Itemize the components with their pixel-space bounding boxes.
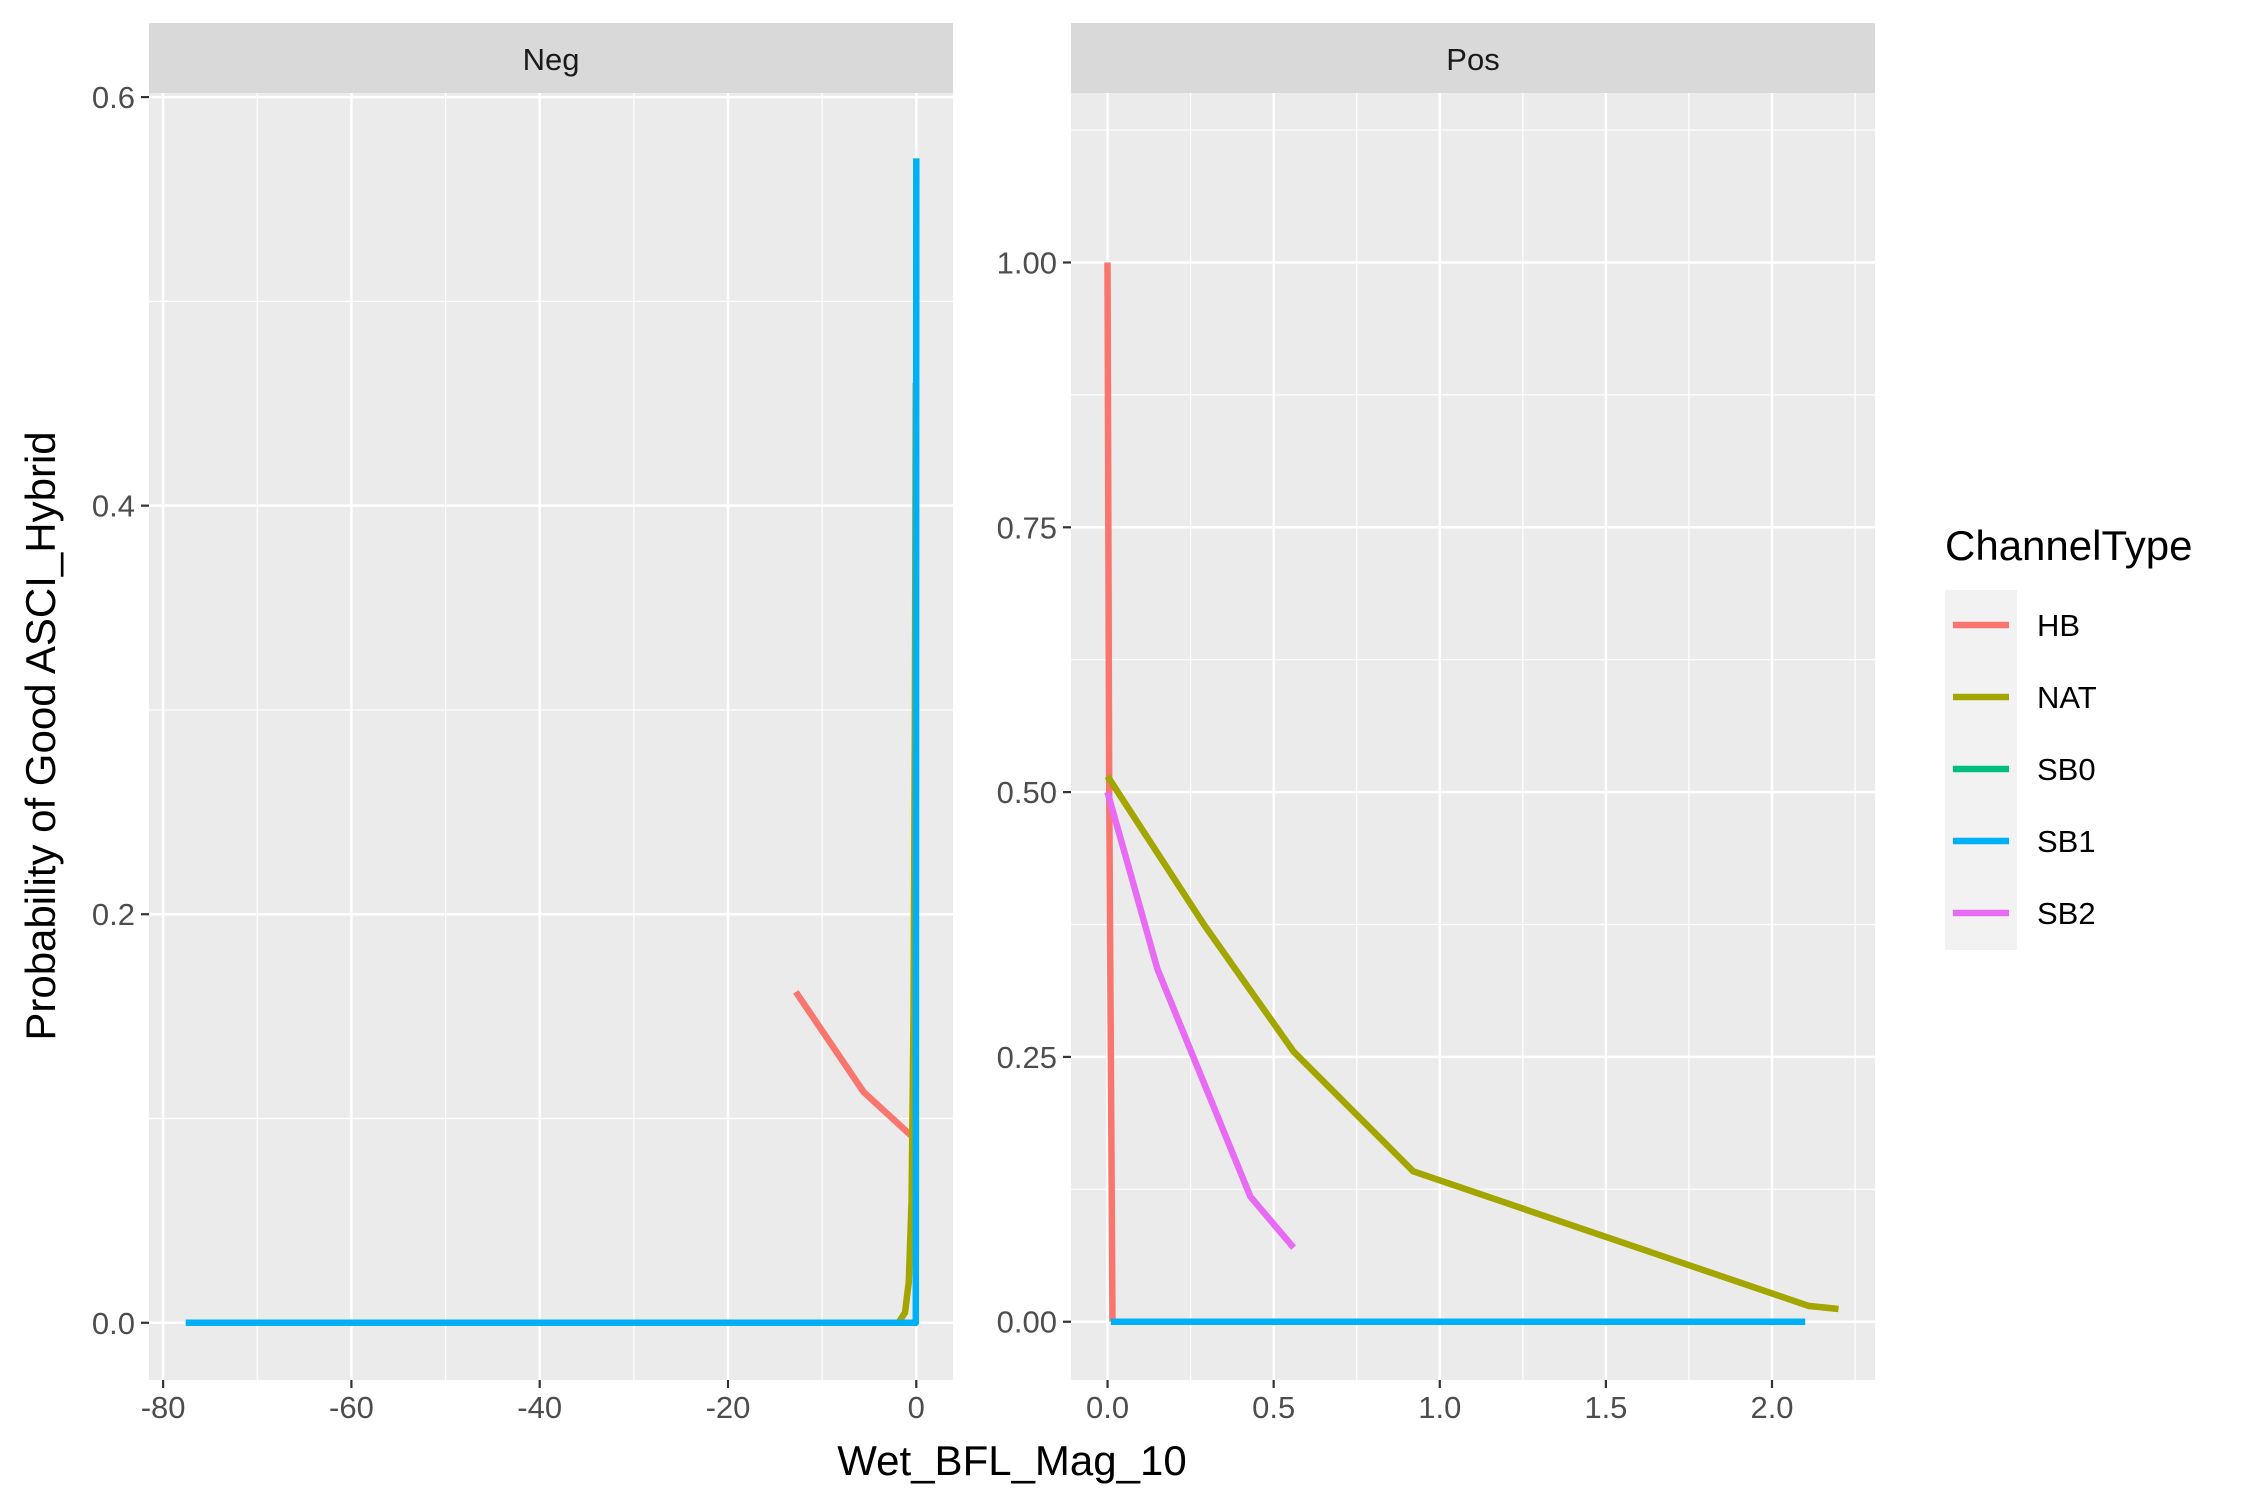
series-line-sb2-pos <box>1104 791 1297 1250</box>
series-line-hb-neg <box>793 990 915 1140</box>
plot-area-neg <box>149 93 953 1380</box>
x-tick-label: 0.5 <box>1252 1390 1295 1425</box>
x-axis-title: Wet_BFL_Mag_10 <box>837 1437 1186 1484</box>
y-tick-label: 0.2 <box>92 897 135 932</box>
series-group-neg <box>185 158 920 1327</box>
legend-items: HB NAT SB0 SB1 SB2 <box>1953 608 2097 931</box>
x-tick-label: 0 <box>908 1390 925 1425</box>
x-tick-label: -40 <box>517 1390 562 1425</box>
panel-neg: Neg -80 -60 -40 -20 0 0.0 0.2 0.4 0.6 <box>92 23 953 1425</box>
x-tick-label: 0.0 <box>1086 1390 1129 1425</box>
x-axis-neg: -80 -60 -40 -20 0 <box>141 1380 925 1425</box>
x-tick-label: -60 <box>329 1390 374 1425</box>
y-tick-label: 0.25 <box>997 1040 1057 1075</box>
series-line-nat-pos <box>1104 774 1839 1313</box>
y-tick-label: 0.4 <box>92 489 135 524</box>
legend-title: ChannelType <box>1945 522 2193 569</box>
y-axis-title: Probability of Good ASCI_Hybrid <box>17 431 64 1040</box>
x-tick-label: 2.0 <box>1750 1390 1793 1425</box>
x-tick-label: 1.0 <box>1418 1390 1461 1425</box>
y-tick-label: 0.00 <box>997 1305 1057 1340</box>
plot-area-pos <box>1071 93 1875 1380</box>
y-tick-label: 0.50 <box>997 775 1057 810</box>
y-tick-label: 0.75 <box>997 510 1057 545</box>
strip-neg-background <box>149 23 953 93</box>
legend-label-sb1: SB1 <box>2037 824 2096 859</box>
legend-label-hb: HB <box>2037 608 2080 643</box>
y-tick-label: 0.0 <box>92 1306 135 1341</box>
series-line-sb1-neg <box>185 158 920 1327</box>
y-tick-label: 1.00 <box>997 245 1057 280</box>
series-group-pos <box>1104 262 1839 1325</box>
legend: ChannelType HB NAT SB0 SB1 SB2 <box>1945 522 2193 950</box>
y-axis-pos: 0.00 0.25 0.50 0.75 1.00 <box>997 245 1071 1340</box>
strip-pos-label: Pos <box>1446 42 1499 77</box>
y-axis-neg: 0.0 0.2 0.4 0.6 <box>92 80 149 1341</box>
x-tick-label: -80 <box>141 1390 186 1425</box>
legend-label-nat: NAT <box>2037 680 2097 715</box>
y-tick-label: 0.6 <box>92 80 135 115</box>
x-tick-label: -20 <box>706 1390 751 1425</box>
legend-label-sb0: SB0 <box>2037 752 2096 787</box>
panel-pos: Pos 0.0 0.5 1.0 1.5 2.0 0.00 0.25 0.50 0.75 1.00 <box>997 23 1875 1425</box>
x-axis-pos: 0.0 0.5 1.0 1.5 2.0 <box>1086 1380 1794 1425</box>
strip-pos-background <box>1071 23 1875 93</box>
x-tick-label: 1.5 <box>1584 1390 1627 1425</box>
strip-neg-label: Neg <box>523 42 580 77</box>
gridlines-neg <box>149 93 953 1380</box>
legend-label-sb2: SB2 <box>2037 896 2096 931</box>
